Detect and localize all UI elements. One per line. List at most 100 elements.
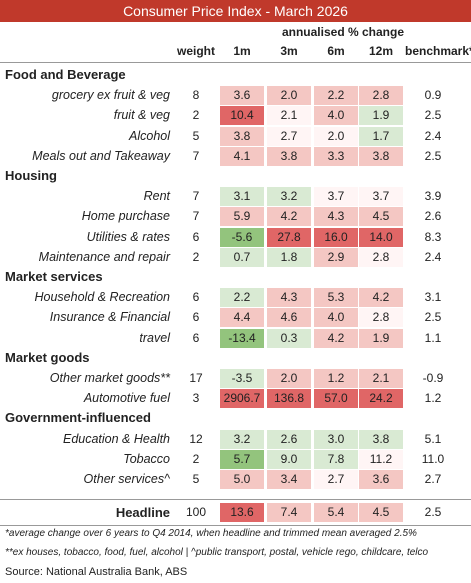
value-cell: 2.2 [220,288,264,308]
value-cell: 4.2 [267,207,311,227]
row-label: Education & Health [62,431,170,446]
value-cell: 2.0 [314,126,358,146]
row-label: Other market goods** [49,371,170,385]
benchmark-cell: 2.4 [424,128,442,143]
benchmark-cell: 1.1 [424,330,442,345]
weight-cell: 7 [192,189,200,204]
value-cell: 1.8 [267,247,311,267]
row-label: Maintenance and repair [38,249,170,264]
column-header-3: 6m [327,44,345,58]
value-cell: 2.1 [359,369,403,388]
value-cell: 4.2 [359,288,403,308]
benchmark-cell: 0.9 [424,88,442,103]
value-cell: -13.4 [220,328,264,348]
value-cell: 5.0 [220,470,264,489]
row-label: Automotive fuel [83,391,170,406]
benchmark-cell: 2.5 [424,108,442,123]
value-cell: 3.7 [314,187,358,207]
row-label: Insurance & Financial [49,310,170,325]
value-cell: 3.6 [359,470,403,489]
value-cell: 3.7 [359,187,403,207]
value-cell: 1.9 [359,106,403,126]
row-label: Other services^ [83,472,170,486]
value-cell: 4.3 [267,288,311,308]
value-cell: 16.0 [314,227,358,247]
value-cell: 2.0 [267,86,311,106]
value-cell: 3.2 [220,429,264,449]
value-cell: 14.0 [359,227,403,247]
value-cell: 4.5 [359,207,403,227]
value-cell: 2.2 [314,86,358,106]
weight-cell: 6 [192,229,200,244]
value-cell: 4.3 [314,207,358,227]
value-cell: 2.8 [359,308,403,328]
source-note: Source: National Australia Bank, ABS [5,566,188,578]
headline-benchmark: 2.5 [424,505,442,519]
value-cell: 2.9 [314,247,358,267]
section-title: Government-influenced [5,410,151,426]
column-header-1: 1m [233,44,251,58]
value-cell: 5.9 [220,207,264,227]
value-cell: 57.0 [314,389,358,409]
value-cell: 3.8 [220,126,264,146]
column-header-2: 3m [280,44,298,58]
row-label: Home purchase [81,209,170,224]
value-cell: -3.5 [220,369,264,388]
value-cell: 4.1 [220,146,264,166]
value-cell: 2.7 [314,470,358,489]
value-cell: 0.3 [267,328,311,348]
headline-value-cell: 4.5 [359,503,403,522]
weight-cell: 17 [189,371,203,385]
benchmark-cell: 11.0 [421,451,445,466]
benchmark-cell: 3.1 [424,290,442,305]
benchmark-cell: 5.1 [424,431,442,446]
value-cell: 2906.7 [220,389,264,409]
value-cell: 2.8 [359,86,403,106]
value-cell: 2.1 [267,106,311,126]
value-cell: 11.2 [359,449,403,469]
weight-cell: 6 [192,310,200,325]
benchmark-cell: 1.2 [424,391,442,406]
benchmark-cell: 2.5 [424,148,442,163]
value-cell: 7.8 [314,449,358,469]
column-header-5: benchmark* [405,44,471,58]
group-header: annualised % change [281,25,405,39]
benchmark-cell: 3.9 [424,189,442,204]
value-cell: 5.7 [220,449,264,469]
benchmark-cell: 2.6 [424,209,442,224]
value-cell: 3.1 [220,187,264,207]
headline-value-cell: 7.4 [267,503,311,522]
value-cell: 3.0 [314,429,358,449]
weight-cell: 2 [192,249,200,264]
value-cell: 1.7 [359,126,403,146]
value-cell: 24.2 [359,389,403,409]
value-cell: 2.8 [359,247,403,267]
row-label: Alcohol [129,128,170,143]
weight-cell: 2 [192,451,200,466]
section-title: Housing [5,168,57,183]
value-cell: 5.3 [314,288,358,308]
value-cell: 3.8 [267,146,311,166]
value-cell: 3.8 [359,429,403,449]
value-cell: 2.0 [267,369,311,388]
row-label: travel [139,330,170,345]
value-cell: 3.3 [314,146,358,166]
value-cell: 3.8 [359,146,403,166]
value-cell: 0.7 [220,247,264,267]
value-cell: -5.6 [220,227,264,247]
value-cell: 4.0 [314,106,358,126]
footnote-2: **ex houses, tobacco, food, fuel, alcoho… [5,547,429,558]
benchmark-cell: -0.9 [422,371,444,385]
weight-cell: 5 [192,472,200,486]
column-header-0: weight [177,44,215,58]
section-title: Food and Beverage [5,67,126,82]
value-cell: 27.8 [267,227,311,247]
value-cell: 3.4 [267,470,311,489]
value-cell: 1.2 [314,369,358,388]
weight-cell: 7 [192,209,200,224]
value-cell: 136.8 [267,389,311,409]
value-cell: 3.2 [267,187,311,207]
value-cell: 2.7 [267,126,311,146]
headline-rule-bottom [0,525,471,526]
